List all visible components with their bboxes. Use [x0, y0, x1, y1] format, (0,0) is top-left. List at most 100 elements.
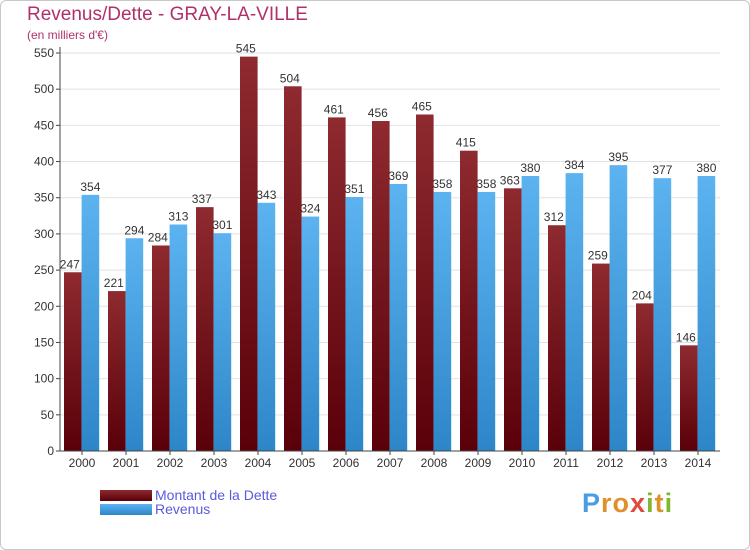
bar-dette [108, 291, 126, 451]
x-tick-label: 2002 [157, 456, 184, 470]
logo-letter: r [601, 488, 613, 518]
bar-dette [636, 303, 654, 451]
bar-dette [152, 245, 170, 451]
y-tick-label: 400 [34, 155, 54, 169]
x-tick-label: 2003 [201, 456, 228, 470]
data-label-revenus: 313 [168, 210, 188, 224]
data-label-revenus: 324 [300, 202, 320, 216]
x-axis-ticks: 2000 2001 2002 2003 2004 2005 2006 2007 2008 2009… [69, 451, 712, 470]
bar-revenus [81, 194, 100, 451]
y-tick-label: 300 [34, 227, 54, 241]
bar-dette [504, 188, 522, 451]
data-label-revenus: 351 [344, 182, 364, 196]
y-tick-label: 250 [34, 263, 54, 277]
y-tick-label: 500 [34, 82, 54, 96]
y-tick-label: 200 [34, 299, 54, 313]
legend-label-dette: Montant de la Dette [155, 487, 278, 503]
data-label-revenus: 395 [608, 150, 628, 164]
x-tick-label: 2014 [685, 456, 712, 470]
logo-letter: t [654, 488, 665, 518]
data-label-revenus: 343 [256, 188, 276, 202]
bar-dette [240, 56, 258, 451]
y-tick-label: 450 [34, 118, 54, 132]
data-label-revenus: 294 [124, 223, 144, 237]
data-label-dette: 284 [148, 230, 168, 244]
bar-dette [592, 263, 610, 451]
bar-revenus [213, 233, 232, 451]
x-tick-label: 2007 [377, 456, 404, 470]
data-label-dette: 204 [632, 288, 652, 302]
y-tick-label: 0 [47, 444, 54, 458]
bar-revenus [169, 224, 188, 451]
bar-revenus [477, 191, 496, 452]
logo-letter: P [582, 488, 602, 518]
data-label-dette: 221 [104, 276, 124, 290]
logo-letter: o [612, 488, 631, 518]
x-tick-label: 2000 [69, 456, 96, 470]
bar-dette [372, 121, 390, 451]
data-label-dette: 337 [192, 192, 212, 206]
y-tick-label: 150 [34, 335, 54, 349]
data-label-dette: 247 [60, 257, 80, 271]
x-tick-label: 2006 [333, 456, 360, 470]
data-label-dette: 415 [456, 136, 476, 150]
data-label-dette: 363 [500, 173, 520, 187]
proxiti-logo: Proxiti [582, 488, 673, 519]
bar-revenus [389, 183, 408, 451]
bar-dette [196, 207, 214, 451]
bar-revenus [257, 202, 276, 451]
x-tick-label: 2013 [641, 456, 668, 470]
y-tick-label: 550 [34, 46, 54, 60]
data-label-revenus: 380 [696, 161, 716, 175]
data-label-dette: 146 [676, 330, 696, 344]
x-tick-label: 2011 [553, 456, 579, 470]
bar-dette [64, 272, 82, 451]
data-label-revenus: 369 [388, 169, 408, 183]
y-tick-label: 50 [41, 408, 55, 422]
bars [64, 56, 716, 452]
x-tick-label: 2010 [509, 456, 536, 470]
logo-letter: i [646, 488, 655, 518]
bar-dette [548, 225, 566, 451]
bar-revenus [521, 176, 540, 451]
x-tick-label: 2009 [465, 456, 492, 470]
bar-dette [680, 345, 698, 451]
data-label-revenus: 377 [652, 163, 672, 177]
data-label-dette: 312 [544, 210, 564, 224]
x-tick-label: 2001 [113, 456, 140, 470]
data-label-revenus: 358 [476, 177, 496, 191]
data-label-dette: 545 [236, 42, 256, 56]
y-tick-label: 350 [34, 191, 54, 205]
data-label-dette: 461 [324, 102, 344, 116]
data-label-revenus: 380 [520, 161, 540, 175]
bar-dette [284, 86, 302, 452]
legend-swatch-revenus [100, 503, 152, 515]
bar-dette [416, 114, 434, 451]
bar-revenus [697, 176, 716, 451]
x-tick-label: 2004 [245, 456, 272, 470]
bar-revenus [653, 178, 672, 451]
chart-title: Revenus/Dette - GRAY-LA-VILLE [27, 4, 308, 25]
x-tick-label: 2008 [421, 456, 448, 470]
x-tick-label: 2012 [597, 456, 624, 470]
y-tick-label: 100 [34, 372, 54, 386]
bar-revenus [609, 165, 628, 451]
data-label-dette: 504 [280, 71, 300, 85]
chart-subtitle: (en milliers d'€) [27, 28, 108, 42]
x-tick-label: 2005 [289, 456, 316, 470]
bar-revenus [433, 191, 452, 452]
data-label-revenus: 301 [212, 218, 232, 232]
legend-item-revenus: Revenus [100, 501, 210, 517]
bar-dette [460, 150, 478, 451]
data-label-dette: 259 [588, 249, 608, 263]
logo-letter: i [664, 488, 674, 518]
bar-revenus [125, 238, 144, 451]
logo-letter: x [630, 488, 647, 518]
data-label-revenus: 354 [80, 180, 100, 194]
bar-dette [328, 117, 346, 452]
data-label-dette: 465 [412, 100, 432, 114]
legend-item-dette: Montant de la Dette [100, 487, 278, 503]
data-label-dette: 456 [368, 106, 388, 120]
